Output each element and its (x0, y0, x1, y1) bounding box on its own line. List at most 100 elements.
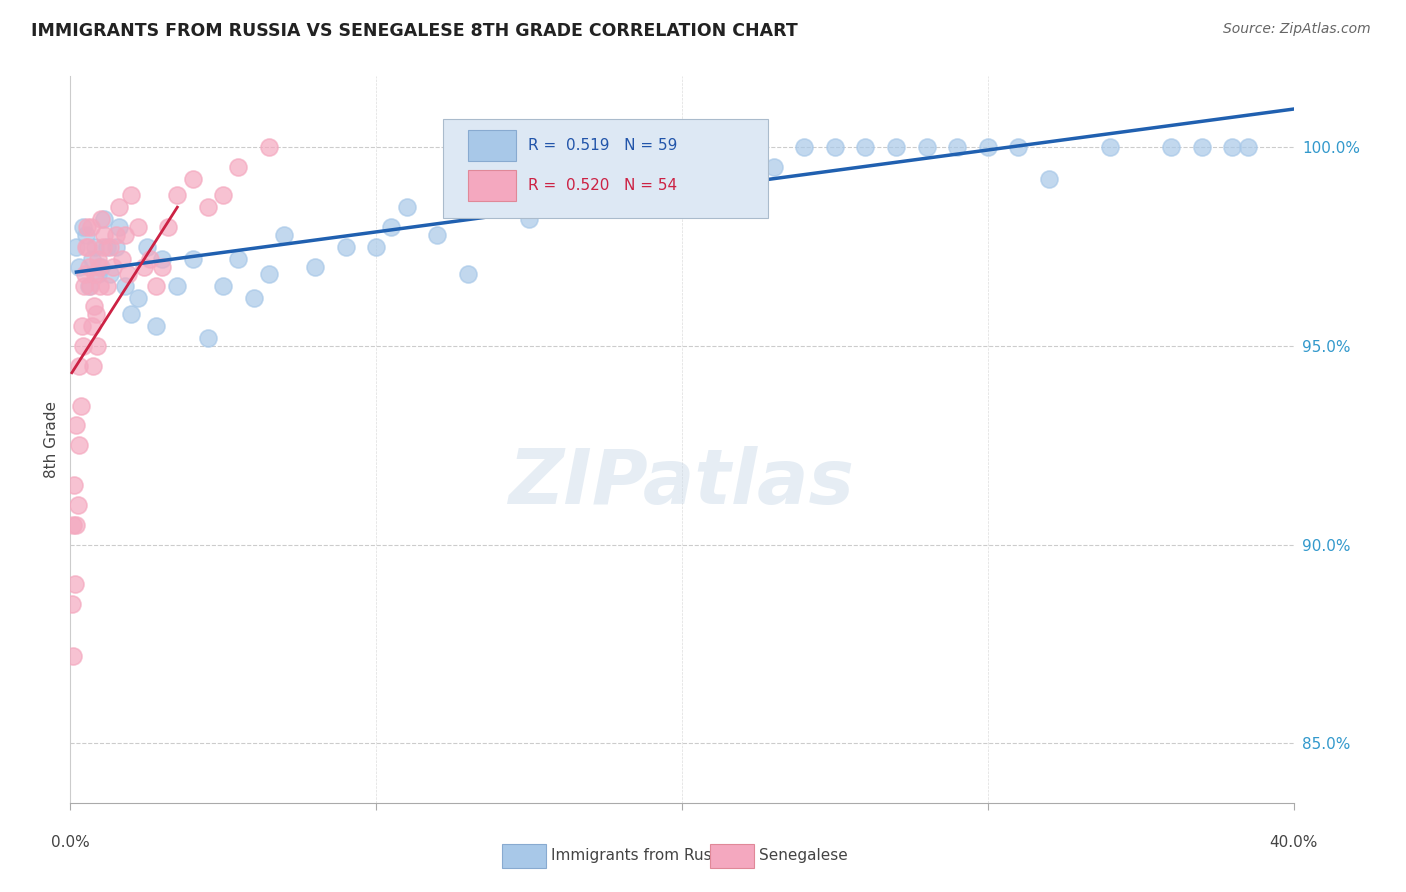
Point (80, 319, 103, 334)
Point (83, 240, 105, 254)
Point (89, 260, 111, 274)
FancyBboxPatch shape (468, 130, 516, 161)
Point (1007, 140, 1029, 154)
Point (114, 279, 136, 293)
Point (105, 240, 128, 254)
Text: Senegalese: Senegalese (759, 848, 848, 863)
Point (548, 200, 571, 214)
Point (197, 331, 219, 345)
Text: ZIPatlas: ZIPatlas (509, 446, 855, 520)
Point (98, 268, 121, 282)
Point (87, 268, 110, 282)
Point (304, 260, 326, 274)
Point (91, 240, 114, 254)
Point (86, 339, 108, 353)
Point (702, 140, 724, 154)
Text: 0.0%: 0.0% (51, 835, 90, 849)
Point (87, 252, 110, 266)
Point (77, 279, 100, 293)
Point (77, 240, 100, 254)
Point (1220, 140, 1243, 154)
Point (89, 279, 111, 293)
Point (366, 240, 388, 254)
Point (62, 517, 84, 532)
Point (731, 140, 754, 154)
Point (83, 299, 105, 313)
Point (1099, 140, 1122, 154)
Point (93, 227, 115, 242)
Point (80, 252, 103, 266)
Text: 40.0%: 40.0% (1270, 835, 1317, 849)
Point (65, 418, 87, 433)
Point (457, 268, 479, 282)
Point (66, 498, 89, 512)
Point (70, 399, 93, 413)
Point (90, 260, 112, 274)
Point (65, 240, 87, 254)
Point (762, 160, 785, 174)
Point (671, 140, 693, 154)
Point (98, 240, 121, 254)
Point (395, 200, 418, 214)
Point (69, 438, 91, 452)
FancyBboxPatch shape (468, 170, 516, 201)
Point (63, 577, 86, 591)
Point (96, 240, 118, 254)
Point (824, 140, 846, 154)
Point (121, 307, 143, 321)
Point (60, 597, 83, 611)
Point (145, 279, 167, 293)
Text: R =  0.520   N = 54: R = 0.520 N = 54 (527, 178, 676, 193)
Point (855, 140, 877, 154)
Point (67, 359, 90, 373)
Point (915, 140, 938, 154)
Point (595, 140, 617, 154)
Point (257, 268, 280, 282)
Point (63, 478, 86, 492)
Point (426, 227, 449, 242)
Point (75, 240, 97, 254)
Point (117, 268, 139, 282)
Point (105, 227, 128, 242)
Text: Source: ZipAtlas.com: Source: ZipAtlas.com (1223, 22, 1371, 37)
Point (1160, 140, 1182, 154)
Point (114, 227, 136, 242)
Point (73, 279, 96, 293)
Point (793, 140, 815, 154)
Point (1191, 140, 1213, 154)
Point (976, 140, 998, 154)
Point (108, 200, 131, 214)
Point (72, 219, 94, 234)
Point (84, 307, 107, 321)
FancyBboxPatch shape (443, 120, 768, 218)
Point (257, 140, 280, 154)
Point (228, 252, 250, 266)
Point (72, 339, 94, 353)
Point (243, 291, 266, 305)
Text: R =  0.519   N = 59: R = 0.519 N = 59 (527, 138, 678, 153)
Point (166, 279, 188, 293)
Y-axis label: 8th Grade: 8th Grade (44, 401, 59, 478)
Point (1038, 172, 1060, 186)
Point (80, 219, 103, 234)
Point (75, 227, 97, 242)
Point (82, 359, 104, 373)
Point (70, 319, 93, 334)
Point (157, 219, 180, 234)
Point (517, 211, 540, 226)
Point (65, 517, 87, 532)
Point (108, 219, 131, 234)
Point (145, 319, 167, 334)
Point (111, 252, 134, 266)
Point (135, 240, 157, 254)
Point (73, 268, 96, 282)
Point (273, 227, 295, 242)
Point (83, 268, 105, 282)
Point (127, 219, 149, 234)
Point (76, 219, 98, 234)
Text: IMMIGRANTS FROM RUSSIA VS SENEGALESE 8TH GRADE CORRELATION CHART: IMMIGRANTS FROM RUSSIA VS SENEGALESE 8TH… (31, 22, 797, 40)
Point (181, 252, 204, 266)
Point (132, 260, 155, 274)
Point (139, 252, 162, 266)
Point (121, 188, 143, 202)
